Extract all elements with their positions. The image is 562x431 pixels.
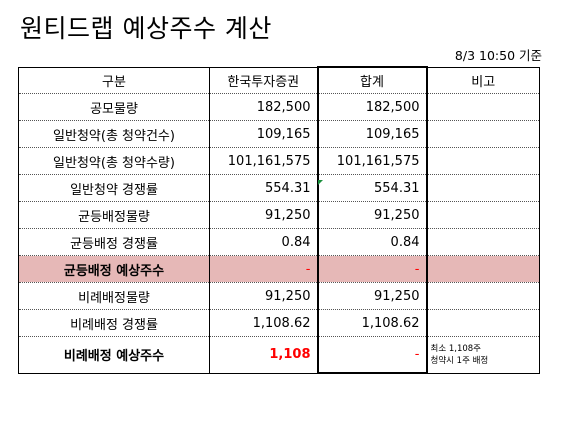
kis-value: 182,500 — [209, 93, 318, 121]
note-line: 청약시 1주 배정 — [430, 355, 489, 366]
total-value: 91,250 — [316, 282, 428, 310]
header-category: 구분 — [18, 66, 210, 94]
cell-comment-marker-icon — [318, 180, 323, 185]
note-cell — [426, 120, 540, 148]
as-of-timestamp: 8/3 10:50 기준 — [454, 48, 542, 63]
note-line: 최소 1,108주 — [430, 343, 482, 354]
header-note: 비고 — [426, 66, 540, 94]
kis-value: 554.31 — [209, 174, 318, 202]
total-value: 182,500 — [316, 93, 428, 121]
total-value: - — [316, 255, 428, 283]
table-row: 일반청약 경쟁률 554.31 554.31 — [18, 174, 540, 202]
note-cell: 최소 1,108주 청약시 1주 배정 — [426, 336, 540, 374]
table-row: 공모물량 182,500 182,500 — [18, 93, 540, 121]
note-cell — [426, 174, 540, 202]
total-value: 101,161,575 — [316, 147, 428, 175]
kis-value: - — [209, 255, 318, 283]
kis-value: 1,108 — [209, 336, 318, 374]
row-label: 비례배정 경쟁률 — [18, 309, 210, 337]
note-cell — [426, 201, 540, 229]
note-cell — [426, 282, 540, 310]
row-label: 균등배정 예상주수 — [18, 255, 210, 283]
table-row: 균등배정 경쟁률 0.84 0.84 — [18, 228, 540, 256]
table-row: 비례배정 예상주수 1,108 - 최소 1,108주 청약시 1주 배정 — [18, 336, 540, 374]
table-row-highlighted: 균등배정 예상주수 - - — [18, 255, 540, 283]
table-row: 일반청약(총 청약건수) 109,165 109,165 — [18, 120, 540, 148]
row-label: 비례배정물량 — [18, 282, 210, 310]
kis-value: 109,165 — [209, 120, 318, 148]
total-value: 91,250 — [316, 201, 428, 229]
note-cell — [426, 309, 540, 337]
allocation-table: 구분 한국투자증권 합계 비고 공모물량 182,500 182,500 일반청… — [18, 66, 540, 374]
kis-value: 1,108.62 — [209, 309, 318, 337]
kis-value: 0.84 — [209, 228, 318, 256]
table-row: 일반청약(총 청약수량) 101,161,575 101,161,575 — [18, 147, 540, 175]
row-label: 일반청약 경쟁률 — [18, 174, 210, 202]
total-value: - — [316, 336, 428, 374]
note-cell — [426, 255, 540, 283]
kis-value: 91,250 — [209, 201, 318, 229]
row-label: 균등배정물량 — [18, 201, 210, 229]
table-row: 균등배정물량 91,250 91,250 — [18, 201, 540, 229]
note-cell — [426, 147, 540, 175]
header-kis: 한국투자증권 — [209, 66, 318, 94]
table-row: 비례배정물량 91,250 91,250 — [18, 282, 540, 310]
total-value: 554.31 — [316, 174, 428, 202]
header-total: 합계 — [316, 66, 428, 94]
total-value: 1,108.62 — [316, 309, 428, 337]
note-cell — [426, 93, 540, 121]
row-label: 일반청약(총 청약수량) — [18, 147, 210, 175]
page-title: 원티드랩 예상주수 계산 — [20, 14, 272, 43]
row-label: 비례배정 예상주수 — [18, 336, 210, 374]
row-label: 일반청약(총 청약건수) — [18, 120, 210, 148]
total-value: 0.84 — [316, 228, 428, 256]
kis-value: 91,250 — [209, 282, 318, 310]
table-header-row: 구분 한국투자증권 합계 비고 — [18, 66, 540, 94]
note-cell — [426, 228, 540, 256]
total-value: 109,165 — [316, 120, 428, 148]
kis-value: 101,161,575 — [209, 147, 318, 175]
row-label: 공모물량 — [18, 93, 210, 121]
row-label: 균등배정 경쟁률 — [18, 228, 210, 256]
table-row: 비례배정 경쟁률 1,108.62 1,108.62 — [18, 309, 540, 337]
